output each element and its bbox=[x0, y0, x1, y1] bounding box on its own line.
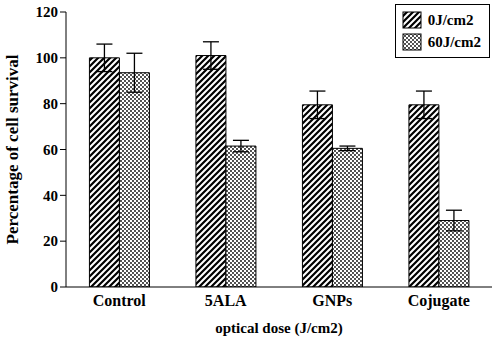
svg-text:0: 0 bbox=[51, 279, 59, 295]
svg-text:5ALA: 5ALA bbox=[205, 292, 247, 309]
svg-text:20: 20 bbox=[43, 233, 58, 249]
svg-text:100: 100 bbox=[36, 50, 59, 66]
svg-text:Percentage of cell survival: Percentage of cell survival bbox=[8, 54, 22, 244]
svg-text:120: 120 bbox=[36, 4, 59, 20]
html-text:60J/cm2: 60J/cm2 bbox=[427, 34, 481, 50]
svg-text:Cojugate: Cojugate bbox=[408, 292, 470, 310]
svg-text:60: 60 bbox=[43, 142, 58, 158]
html-text:0J/cm2: 0J/cm2 bbox=[427, 12, 474, 28]
svg-text:40: 40 bbox=[43, 188, 58, 204]
svg-text:Control: Control bbox=[93, 292, 147, 309]
svg-text:80: 80 bbox=[43, 96, 58, 112]
svg-text:GNPs: GNPs bbox=[312, 292, 352, 309]
svg-text:optical dose (J/cm2): optical dose (J/cm2) bbox=[215, 320, 342, 337]
